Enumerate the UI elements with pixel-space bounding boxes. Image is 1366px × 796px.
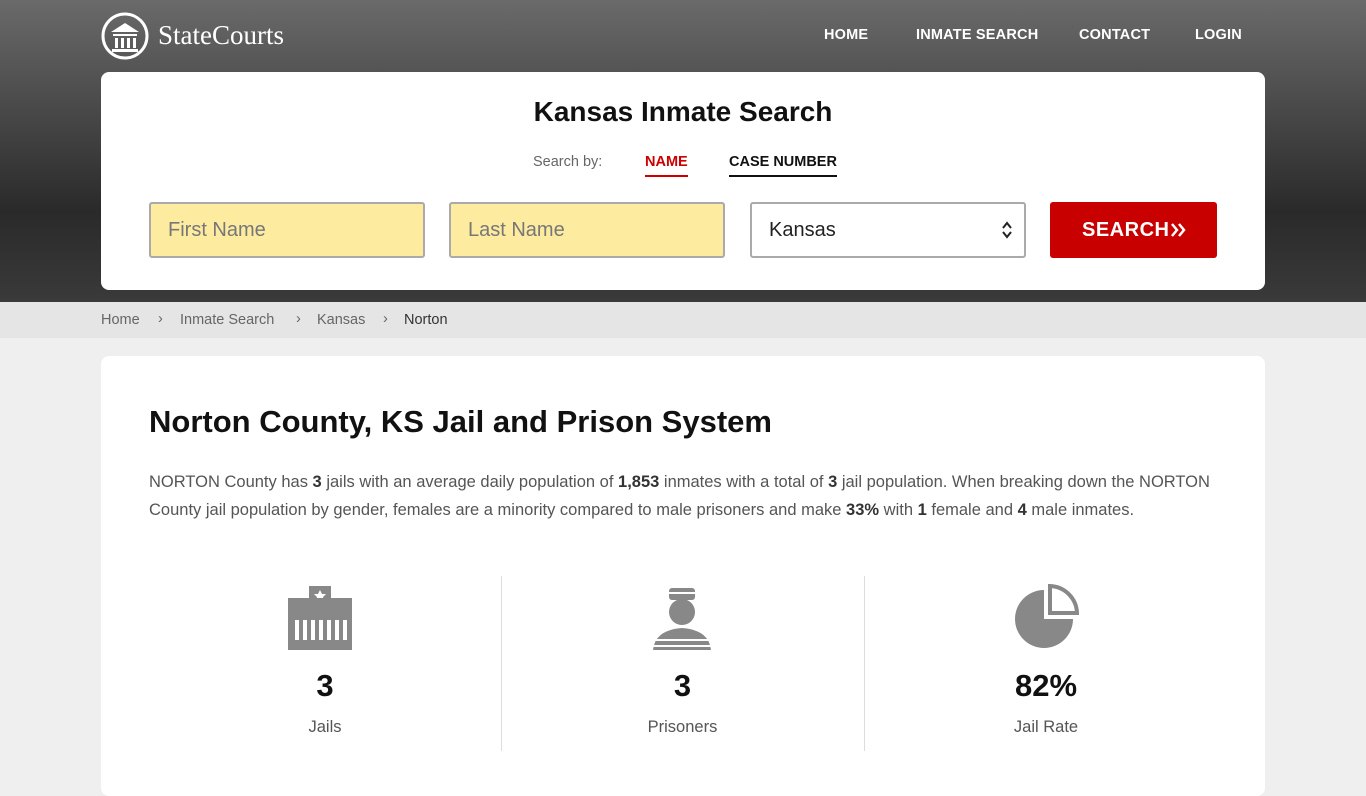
stat-value: 3 — [316, 668, 334, 703]
text: jail population. When breaking down the … — [149, 473, 1210, 519]
tab-name[interactable]: NAME — [645, 154, 688, 177]
text: female and — [926, 501, 1018, 519]
figure: 1,853 — [618, 473, 660, 491]
stat-label: Jails — [308, 718, 342, 736]
logo-icon[interactable] — [101, 12, 149, 60]
search-by-label: Search by: — [533, 154, 603, 170]
pie-icon — [1015, 584, 1080, 648]
state-select[interactable]: Kansas — [750, 202, 1026, 258]
stat: 3 Jails — [149, 576, 502, 751]
crumb-sep: › — [158, 311, 163, 327]
stat-value: 82% — [1014, 668, 1078, 703]
first-name-input[interactable]: First Name — [149, 202, 425, 258]
nav-link[interactable]: LOGIN — [1195, 27, 1242, 43]
text: inmates with a total of — [659, 473, 829, 491]
figure: 33% — [846, 501, 880, 519]
crumb[interactable]: Inmate Search — [180, 312, 275, 328]
text: NORTON County has — [149, 473, 313, 491]
figure: 1 — [917, 501, 927, 519]
nav-link[interactable]: INMATE SEARCH — [916, 27, 1039, 43]
nav-link[interactable]: CONTACT — [1079, 27, 1151, 43]
search-button-label: SEARCH — [1082, 219, 1170, 241]
summary: NORTON County has 3 jails with an averag… — [149, 468, 1219, 524]
chevron-icon — [1171, 223, 1186, 237]
text: with — [879, 501, 918, 519]
content-title: Norton County, KS Jail and Prison System — [149, 404, 772, 439]
nav-link[interactable]: HOME — [824, 27, 869, 43]
search-card: Kansas Inmate Search Search by: NAME CAS… — [101, 72, 1265, 290]
crumb[interactable]: Kansas — [317, 312, 366, 328]
content-card: Norton County, KS Jail and Prison System… — [101, 356, 1265, 796]
jail-icon — [288, 586, 352, 650]
figure: 3 — [312, 473, 322, 491]
crumb[interactable]: Home — [101, 312, 140, 328]
crumb-sep: › — [296, 311, 301, 327]
stat: 3 Prisoners — [501, 576, 865, 751]
stat-value: 3 — [673, 668, 692, 703]
search-title: Kansas Inmate Search — [533, 96, 833, 127]
text: male inmates. — [1026, 501, 1135, 519]
tab-case-number[interactable]: CASE NUMBER — [729, 154, 837, 177]
stat-label: Prisoners — [647, 718, 718, 736]
crumb-sep: › — [383, 311, 388, 327]
stat: 82% Jail Rate — [865, 576, 1227, 751]
breadcrumb: Home › Inmate Search › Kansas › Norton — [0, 302, 1366, 338]
prisoner-icon — [653, 588, 711, 650]
stat-label: Jail Rate — [1013, 718, 1079, 736]
figure: 4 — [1017, 501, 1027, 519]
last-name-input[interactable]: Last Name — [449, 202, 725, 258]
logo[interactable]: StateCourts — [158, 20, 284, 50]
crumb-current: Norton — [404, 312, 448, 328]
select-arrows — [1002, 221, 1012, 239]
search-button[interactable]: SEARCH — [1050, 202, 1217, 258]
figure: 3 — [828, 473, 838, 491]
text: jails with an average daily population o… — [321, 473, 619, 491]
